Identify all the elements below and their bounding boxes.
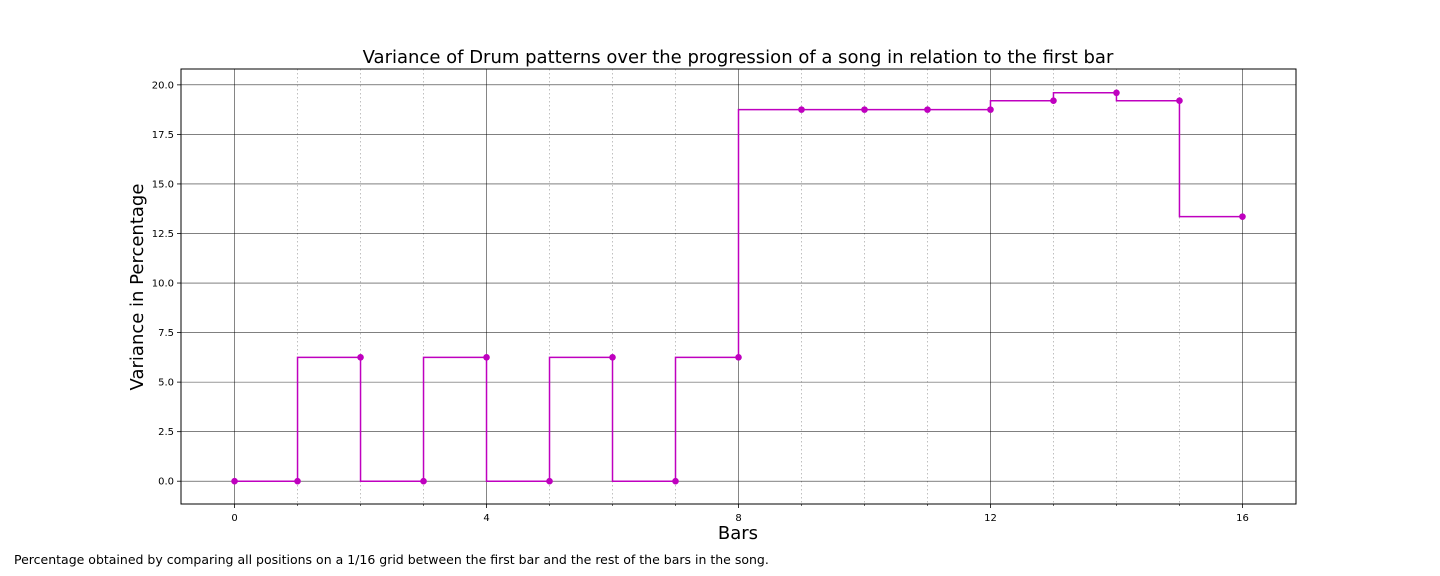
y-axis-label: Variance in Percentage: [127, 184, 148, 391]
data-point: [1050, 97, 1057, 105]
y-tick-label: 20.0: [152, 80, 174, 91]
data-point: [861, 106, 868, 113]
chart-title: Variance of Drum patterns over the progr…: [363, 47, 1114, 68]
series-line: [234, 92, 1243, 482]
data-point: [1113, 89, 1120, 97]
y-tick-label: 15.0: [152, 179, 174, 190]
y-tick-label: 12.5: [152, 229, 174, 240]
data-point: [546, 477, 553, 485]
y-tick-label: 17.5: [152, 130, 174, 141]
data-point: [420, 477, 427, 485]
data-point: [735, 354, 742, 361]
data-point: [987, 106, 994, 113]
data-point: [609, 354, 616, 361]
x-tick-label: 0: [231, 513, 237, 524]
y-tick-label: 0.0: [158, 477, 174, 488]
x-tick-label: 16: [1236, 513, 1249, 524]
series-group: [231, 89, 1246, 485]
data-point: [231, 477, 238, 485]
y-tick-label: 10.0: [152, 279, 174, 290]
data-point: [798, 106, 805, 113]
x-axis: 0 4 8 12 16: [231, 504, 1249, 524]
data-point: [924, 106, 931, 113]
data-point: [483, 354, 490, 361]
y-tick-label: 2.5: [158, 427, 174, 438]
data-point: [672, 477, 679, 485]
data-point: [357, 354, 364, 361]
data-point: [1239, 213, 1246, 220]
x-tick-label: 8: [735, 513, 741, 524]
x-axis-label: Bars: [718, 523, 758, 544]
y-tick-label: 5.0: [158, 378, 174, 389]
data-point: [1176, 97, 1183, 105]
y-axis: 0.0 2.5 5.0 7.5 10.0 12.5 15.0 17.5 20.0: [152, 80, 181, 488]
x-tick-label: 4: [483, 513, 489, 524]
y-tick-label: 7.5: [158, 328, 174, 339]
x-tick-label: 12: [984, 513, 997, 524]
chart-caption: Percentage obtained by comparing all pos…: [14, 552, 769, 567]
data-point: [294, 477, 301, 485]
